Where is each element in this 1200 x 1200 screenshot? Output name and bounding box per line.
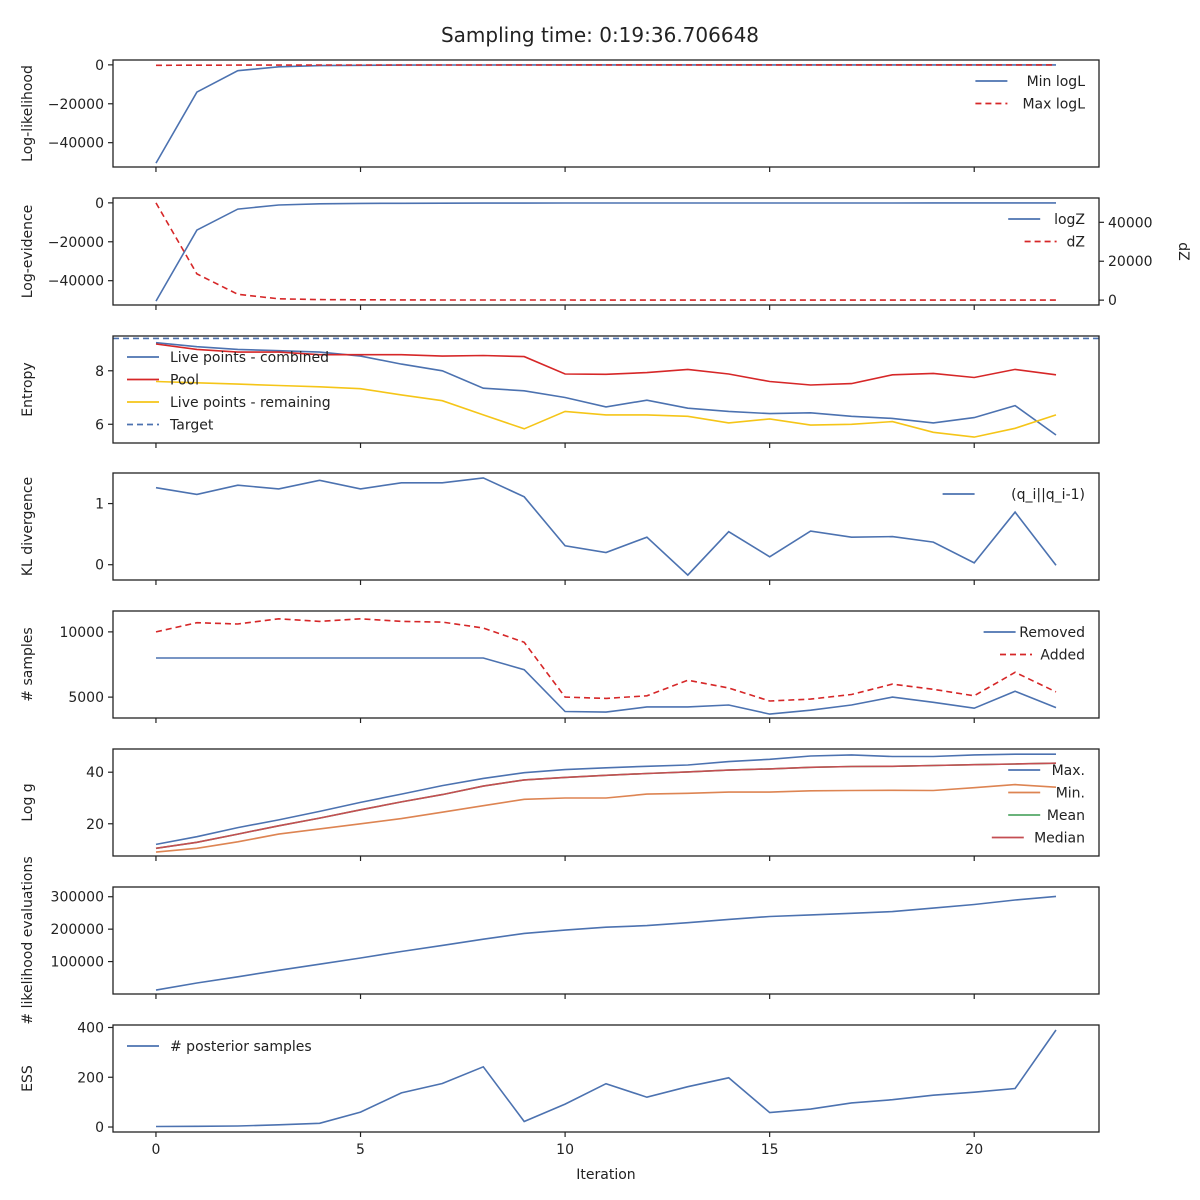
legend-label-4-0: Removed [1019,625,1085,641]
legend-label-2-1: Pool [170,373,199,389]
panel-1: 0 −20000 −40000 0 20000 40000 dZ Log-evidence lo… [20,196,1191,310]
panel-frame-2 [112,335,1100,444]
series-line-7-0 [155,1029,1057,1128]
legend-2: Live points - combined Pool Live points - … [127,350,331,434]
y-tick-label-7-2: 0 [95,1120,104,1136]
y-axis-label-3: KL divergence [20,477,36,576]
figure-title: Sampling time: 0:19:36.706648 [441,23,759,47]
legend-label-2-3: Target [169,418,214,434]
y-tick-label-1-1: −20000 [48,235,104,251]
series-line-3-0 [155,477,1057,577]
legend-label-2-0: Live points - combined [170,350,329,366]
y-axis-label-2: Entropy [20,362,36,416]
series-line-2-0 [155,341,1057,436]
y-tick-label-0-0: 0 [95,58,104,74]
series-line-2-2 [155,380,1057,438]
legend-label-2-2: Live points - remaining [170,395,331,411]
y-tick-label-0-2: −40000 [48,136,104,152]
legend-label-7-0: # posterior samples [170,1039,312,1055]
legend-label-4-1: Added [1040,648,1085,664]
series-line-5-0 [155,753,1056,846]
y-tick-label-6-2: 100000 [51,955,104,971]
y-tick-label-0-1: −20000 [48,97,104,113]
panels: 0 −20000 −40000 Log-likelihood Min logL Max l… [20,58,1191,1158]
series-line-1-0 [155,202,1056,302]
legend-label-3-0: (q_i||q_i-1) [1011,487,1085,503]
y-axis-label-5: Log g [20,783,36,821]
x-tick-label-4: 20 [965,1142,983,1158]
legend-label-5-0: Max. [1052,763,1085,779]
y-tick-label-2-1: 8 [95,364,104,380]
y-tick-label-1-0: 0 [95,196,104,212]
y-tick-label-1-2: −40000 [48,274,104,290]
y-tick-label-3-0: 0 [95,558,104,574]
y2-axis-label-1: dZ [1175,242,1191,260]
y-axis-label-6: # likelihood evaluations [20,856,36,1024]
panel-frame-6 [112,886,1100,995]
panel-frame-3 [112,472,1100,581]
legend-3: (q_i||q_i-1) [942,487,1085,503]
series-line-4-1 [155,617,1057,702]
y-axis-label-0: Log-likelihood [20,65,36,162]
legend-1: logZ dZ [1008,212,1085,251]
y-tick-label-2-0: 6 [95,417,104,433]
legend-label-1-0: logZ [1054,212,1085,228]
panel-0: 0 −20000 −40000 Log-likelihood Min logL Max l… [20,58,1100,172]
panel-frame-5 [112,748,1100,857]
panel-frame-1 [112,197,1100,306]
series-line-4-0 [156,657,1057,715]
y-tick-label-4-0: 10000 [59,625,104,641]
series-line-2-1 [155,343,1057,386]
legend-label-0-1: Max logL [1022,97,1085,113]
panel-6: 300000 200000 100000 # likelihood evaluatio… [20,856,1100,1025]
y-tick-label-7-0: 400 [77,1020,104,1036]
panel-frame-0 [112,59,1100,168]
panel-7: 400 200 0 0 5 10 15 20 ESS # posterior samples [20,1020,1100,1158]
y2-tick-label-1-0: 0 [1108,293,1117,309]
legend-label-5-2: Mean [1047,808,1085,824]
panel-frame-4 [112,610,1100,719]
x-tick-label-0: 0 [151,1142,160,1158]
x-tick-label-2: 10 [556,1142,574,1158]
y-tick-label-7-1: 200 [77,1070,104,1086]
legend-4: Removed Added [983,625,1085,664]
y-tick-label-4-1: 5000 [68,690,104,706]
y-tick-label-6-1: 200000 [51,922,104,938]
panel-5: 40 20 Log g Max. Min. Mean Median [20,748,1100,861]
panel-3: 0 1 KL divergence (q_i||q_i-1) [20,472,1100,585]
x-tick-label-3: 15 [761,1142,779,1158]
y-axis-label-1: Log-evidence [20,205,36,299]
legend-label-0-0: Min logL [1027,74,1086,90]
y-axis-label-7: ESS [20,1065,36,1092]
series-line-6-0 [155,895,1057,991]
legend-label-1-1: dZ [1067,235,1085,251]
y-tick-label-5-0: 40 [86,765,104,781]
y-tick-label-3-1: 1 [95,497,104,513]
y-tick-label-6-0: 300000 [51,890,104,906]
legend-0: Min logL Max logL [975,74,1085,113]
legend-label-5-1: Min. [1056,786,1085,802]
legend-7: # posterior samples [127,1039,312,1055]
y2-tick-label-1-2: 40000 [1108,215,1153,231]
panel-4: 10000 5000 # samples Removed Added [20,610,1100,723]
y-axis-label-4: # samples [20,627,36,701]
y2-tick-label-1-1: 20000 [1108,254,1153,270]
y-tick-label-5-1: 20 [86,817,104,833]
series-line-5-1 [155,783,1057,853]
series-line-5-3 [155,762,1057,850]
legend-label-5-3: Median [1034,831,1085,847]
panel-frame-7 [112,1024,1100,1133]
legend-5: Max. Min. Mean Median [991,763,1085,847]
x-axis-label: Iteration [576,1167,635,1183]
x-tick-label-1: 5 [356,1142,365,1158]
